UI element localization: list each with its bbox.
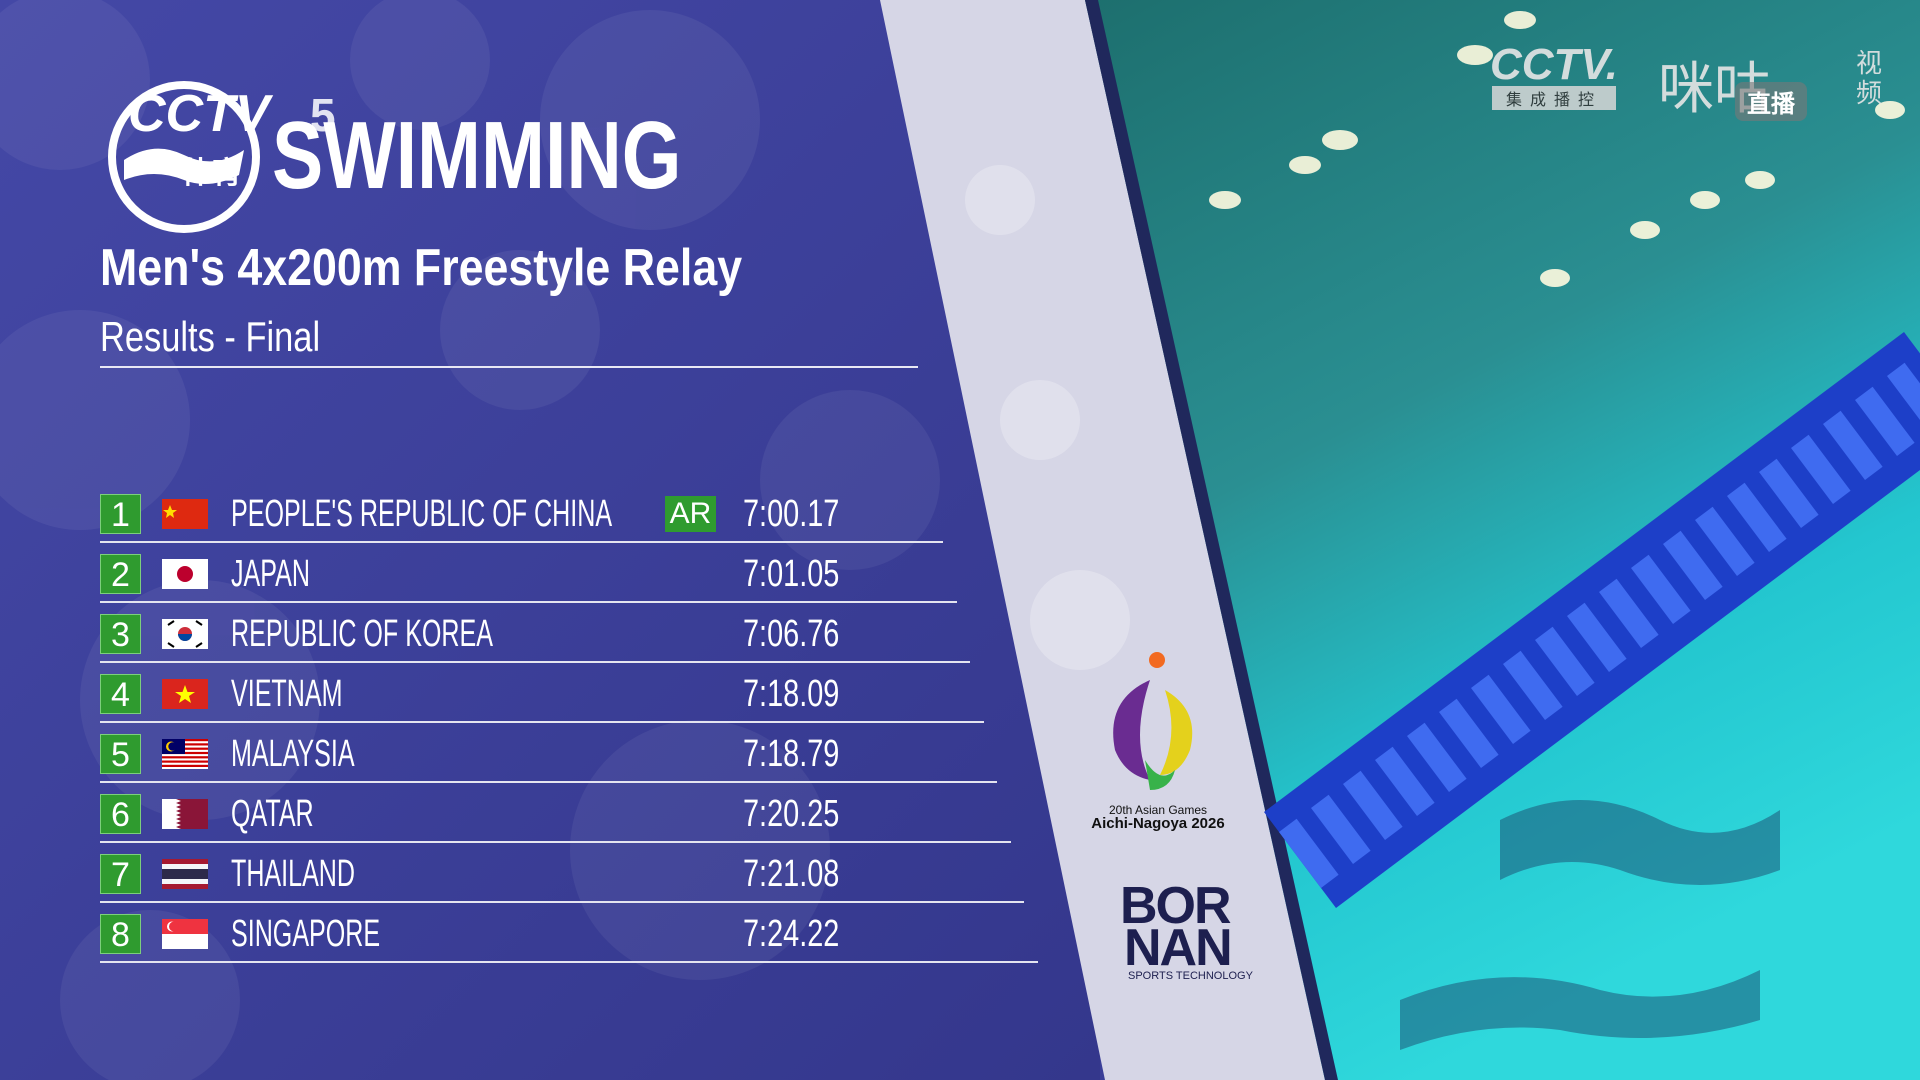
phase: Results - Final bbox=[100, 313, 321, 360]
games-line2: Aichi-Nagoya 2026 bbox=[1091, 815, 1225, 832]
country: THAILAND bbox=[231, 853, 356, 895]
country-cell: PEOPLE'S REPUBLIC OF CHINA bbox=[231, 492, 808, 536]
flag-shape bbox=[162, 799, 208, 829]
flag bbox=[162, 919, 208, 949]
time: 7:18.79 bbox=[743, 733, 840, 775]
cctv-logo-mark bbox=[108, 81, 260, 233]
channel-number: 5 bbox=[310, 89, 336, 141]
games-line1: 20th Asian Games bbox=[1108, 803, 1208, 817]
timing-sub: SPORTS TECHNOLOGY bbox=[1128, 970, 1253, 982]
country-cell: VIETNAM bbox=[231, 672, 400, 716]
time: 7:18.09 bbox=[743, 673, 840, 715]
flag-shape bbox=[162, 619, 208, 649]
row-rule bbox=[100, 901, 1024, 903]
rank-badge: 7 bbox=[100, 854, 141, 894]
watermark-cctv: CCTV. bbox=[1490, 40, 1618, 89]
time-cell: 7:24.22 bbox=[743, 912, 870, 956]
row-rule bbox=[100, 721, 984, 723]
time: 7:01.05 bbox=[743, 553, 840, 595]
country-cell: QATAR bbox=[231, 792, 356, 836]
row-rule bbox=[100, 961, 1038, 963]
row-rule bbox=[100, 781, 997, 783]
country: REPUBLIC OF KOREA bbox=[231, 613, 494, 655]
channel-logo: CCTV bbox=[128, 85, 270, 143]
flag-shape bbox=[162, 499, 208, 529]
country: VIETNAM bbox=[231, 673, 343, 715]
watermark-live: 直播 bbox=[1735, 82, 1807, 121]
flag bbox=[162, 799, 208, 829]
flag bbox=[162, 559, 208, 589]
time-cell: 7:00.17 bbox=[743, 492, 870, 536]
time-cell: 7:20.25 bbox=[743, 792, 870, 836]
event-title: Men's 4x200m Freestyle Relay bbox=[100, 239, 743, 297]
row-rule bbox=[100, 601, 957, 603]
asian-games-logo bbox=[1113, 652, 1193, 790]
flag bbox=[162, 679, 208, 709]
flag bbox=[162, 859, 208, 889]
country-cell: THAILAND bbox=[231, 852, 419, 896]
time: 7:06.76 bbox=[743, 613, 840, 655]
country: PEOPLE'S REPUBLIC OF CHINA bbox=[231, 493, 613, 535]
flag-shape bbox=[162, 859, 208, 889]
time-cell: 7:06.76 bbox=[743, 612, 870, 656]
rank-badge: 1 bbox=[100, 494, 141, 534]
row-rule bbox=[100, 661, 970, 663]
time: 7:20.25 bbox=[743, 793, 840, 835]
country: MALAYSIA bbox=[231, 733, 355, 775]
rank-badge: 6 bbox=[100, 794, 141, 834]
time-cell: 7:21.08 bbox=[743, 852, 870, 896]
time-cell: 7:01.05 bbox=[743, 552, 870, 596]
watermark-cctv-sub: 集成播控 bbox=[1492, 86, 1617, 110]
flag bbox=[162, 619, 208, 649]
flag-shape bbox=[162, 679, 208, 709]
sport-title: SWIMMING bbox=[272, 102, 682, 209]
flag-shape bbox=[162, 559, 208, 589]
country: SINGAPORE bbox=[231, 913, 381, 955]
watermark-migu-sub: 视频 bbox=[1856, 48, 1883, 108]
row-rule bbox=[100, 541, 943, 543]
country: QATAR bbox=[231, 793, 314, 835]
country-cell: JAPAN bbox=[231, 552, 351, 596]
channel-sub: 体育 bbox=[182, 157, 242, 190]
flag-shape bbox=[162, 919, 208, 949]
time: 7:24.22 bbox=[743, 913, 840, 955]
country-cell: REPUBLIC OF KOREA bbox=[231, 612, 628, 656]
time-cell: 7:18.79 bbox=[743, 732, 870, 776]
rank-badge: 5 bbox=[100, 734, 141, 774]
rank-badge: 3 bbox=[100, 614, 141, 654]
row-rule bbox=[100, 841, 1011, 843]
country: JAPAN bbox=[231, 553, 310, 595]
rank-badge: 2 bbox=[100, 554, 141, 594]
rank-badge: 4 bbox=[100, 674, 141, 714]
rank-badge: 8 bbox=[100, 914, 141, 954]
flag bbox=[162, 739, 208, 769]
time: 7:21.08 bbox=[743, 853, 840, 895]
country-cell: SINGAPORE bbox=[231, 912, 457, 956]
flag-shape bbox=[162, 739, 208, 769]
record-badge: AR bbox=[665, 496, 716, 532]
timing-line1: BOR bbox=[1120, 877, 1232, 935]
flag bbox=[162, 499, 208, 529]
country-cell: MALAYSIA bbox=[231, 732, 418, 776]
time: 7:00.17 bbox=[743, 493, 840, 535]
timing-line2: NAN bbox=[1124, 919, 1233, 977]
time-cell: 7:18.09 bbox=[743, 672, 870, 716]
